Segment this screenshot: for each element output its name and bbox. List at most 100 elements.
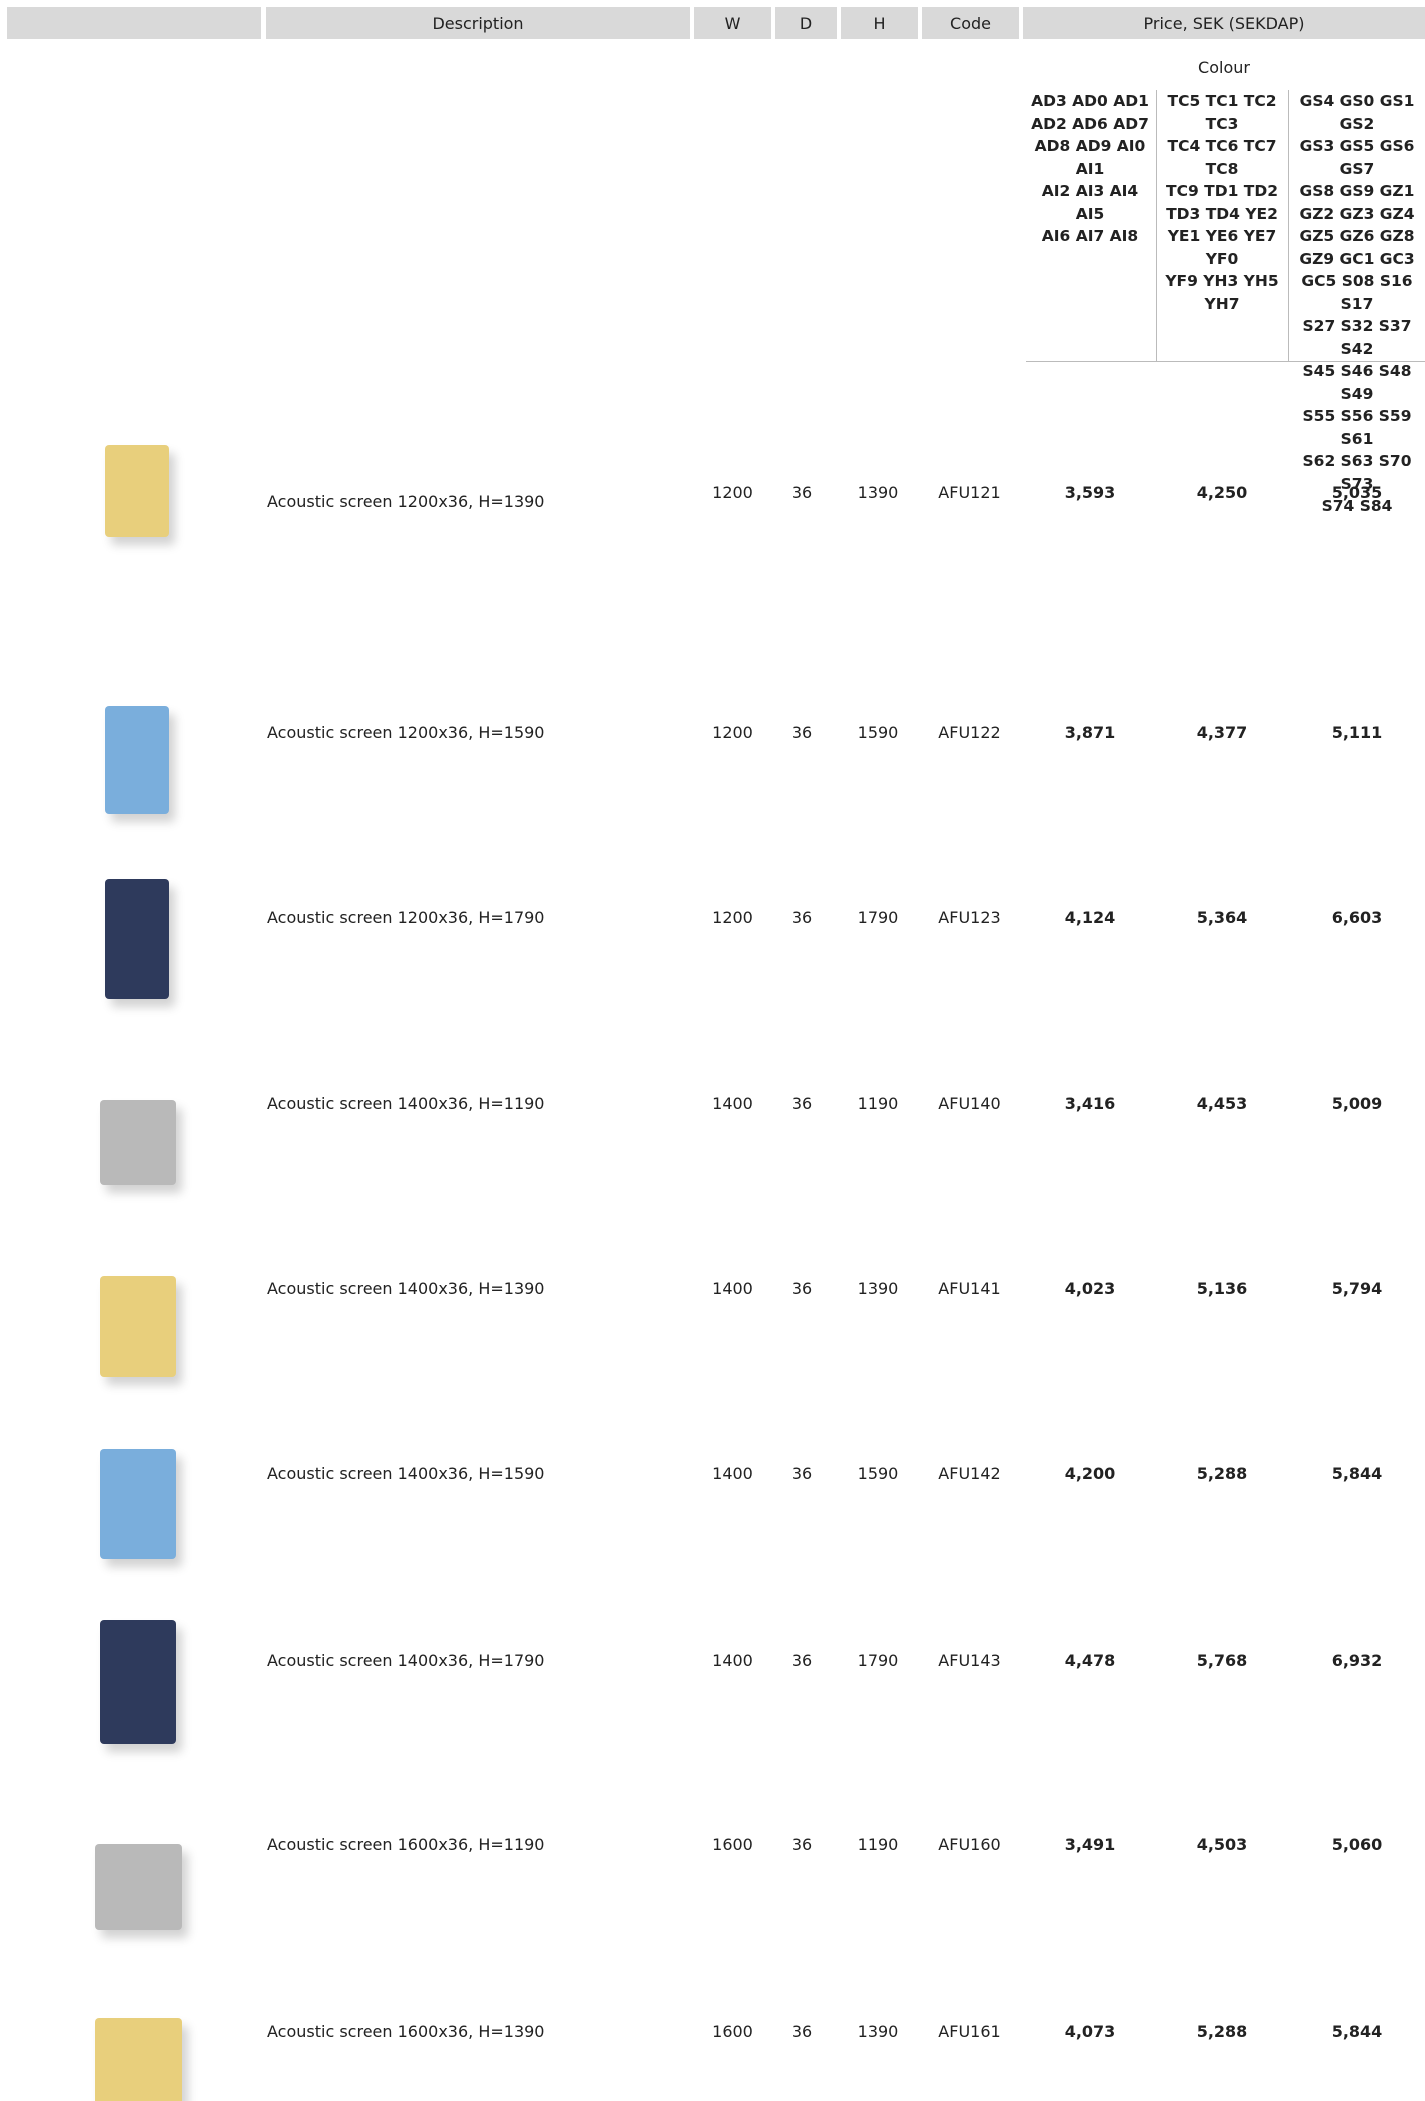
column-divider: [1288, 90, 1289, 362]
description: Acoustic screen 1600x36, H=1190: [267, 1835, 545, 1854]
description: Acoustic screen 1200x36, H=1790: [267, 908, 545, 927]
colour-group: AD3 AD0 AD1 AD2 AD6 AD7 AD8 AD9 AI0 AI1 AI2…: [1026, 90, 1154, 362]
width-value: 1400: [712, 1094, 753, 1113]
height-value: 1590: [857, 723, 899, 742]
colour-code-line: GS3 GS5 GS6 GS7: [1299, 137, 1415, 178]
price: 3,416: [1064, 1094, 1116, 1113]
colour-code-line: GC5 S08 S16 S17: [1301, 272, 1413, 313]
colour-code-line: YE1 YE6 YE7 YF0: [1167, 227, 1277, 268]
price: 3,871: [1064, 723, 1116, 742]
price: 5,111: [1331, 723, 1383, 742]
depth-value: 36: [791, 483, 813, 502]
product-image: [100, 1276, 176, 1377]
width-value: 1400: [712, 1279, 753, 1298]
width-value: 1400: [712, 1651, 753, 1670]
price: 4,073: [1064, 2022, 1116, 2041]
product-code: AFU121: [938, 483, 1001, 502]
height-value: 1390: [857, 2022, 899, 2041]
depth-value: 36: [791, 1651, 813, 1670]
description: Acoustic screen 1200x36, H=1590: [267, 723, 545, 742]
column-divider: [1156, 90, 1157, 362]
column-header: W: [694, 7, 771, 39]
colour-code-line: GZ9 GC1 GC3: [1299, 249, 1415, 268]
width-value: 1600: [712, 1835, 753, 1854]
colour-code-line: GZ2 GZ3 GZ4: [1299, 204, 1415, 223]
price: 5,768: [1196, 1651, 1248, 1670]
product-image: [95, 2018, 182, 2101]
product-image: [100, 1100, 176, 1185]
width-value: 1200: [712, 908, 753, 927]
height-value: 1190: [857, 1094, 899, 1113]
colour-code-line: TC5 TC1 TC2 TC3: [1167, 92, 1277, 133]
price: 5,288: [1196, 1464, 1248, 1483]
price: 6,932: [1331, 1651, 1383, 1670]
price: 5,288: [1196, 2022, 1248, 2041]
colour-code-line: AD3 AD0 AD1: [1031, 92, 1149, 110]
product-image: [100, 1620, 176, 1744]
colour-group: TC5 TC1 TC2 TC3 TC4 TC6 TC7 TC8 TC9 TD1 TD…: [1157, 90, 1287, 362]
price: 4,478: [1064, 1651, 1116, 1670]
height-value: 1590: [857, 1464, 899, 1483]
colour-code-line: GZ5 GZ6 GZ8: [1299, 227, 1415, 245]
column-header: Price, SEK (SEKDAP): [1023, 7, 1425, 39]
depth-value: 36: [791, 1279, 813, 1298]
colour-code-line: S27 S32 S37 S42: [1302, 317, 1412, 358]
price: 4,503: [1196, 1835, 1248, 1854]
price: 4,023: [1064, 1279, 1116, 1298]
colour-code-line: YH7: [1204, 294, 1240, 313]
price: 4,200: [1064, 1464, 1116, 1483]
height-value: 1390: [857, 1279, 899, 1298]
description: Acoustic screen 1400x36, H=1790: [267, 1651, 545, 1670]
product-code: AFU160: [938, 1835, 1001, 1854]
description: Acoustic screen 1400x36, H=1590: [267, 1464, 545, 1483]
colour-code-line: S74 S84: [1321, 497, 1393, 515]
product-image: [100, 1449, 176, 1559]
width-value: 1400: [712, 1464, 753, 1483]
price: 3,593: [1064, 483, 1116, 502]
depth-value: 36: [791, 1464, 813, 1483]
price: 5,844: [1331, 2022, 1383, 2041]
colour-code-line: S55 S56 S59 S61: [1302, 407, 1412, 448]
price: 4,124: [1064, 908, 1116, 927]
depth-value: 36: [791, 1094, 813, 1113]
depth-value: 36: [791, 723, 813, 742]
product-code: AFU140: [938, 1094, 1001, 1113]
column-header: H: [841, 7, 918, 39]
price: 5,794: [1331, 1279, 1383, 1298]
price: 5,009: [1331, 1094, 1383, 1113]
price: 3,491: [1064, 1835, 1116, 1854]
colour-label: Colour: [1198, 58, 1250, 77]
price: 5,035: [1331, 483, 1383, 502]
price: 4,453: [1196, 1094, 1248, 1113]
height-value: 1790: [857, 1651, 899, 1670]
description: Acoustic screen 1400x36, H=1190: [267, 1094, 545, 1113]
colour-code-line: TC4 TC6 TC7 TC8: [1167, 137, 1277, 178]
width-value: 1600: [712, 2022, 753, 2041]
colour-code-line: YF9 YH3 YH5: [1165, 272, 1279, 290]
product-code: AFU141: [938, 1279, 1001, 1298]
colour-code-line: GS4 GS0 GS1 GS2: [1299, 92, 1415, 133]
price: 6,603: [1331, 908, 1383, 927]
column-header: Code: [922, 7, 1019, 39]
colour-code-line: AI2 AI3 AI4 AI5: [1041, 182, 1139, 223]
product-image: [95, 1844, 182, 1930]
colour-code-line: TC9 TD1 TD2: [1166, 182, 1278, 200]
product-image: [105, 445, 169, 537]
colour-code-line: AD2 AD6 AD7: [1031, 114, 1149, 133]
product-code: AFU122: [938, 723, 1001, 742]
column-header: Description: [266, 7, 690, 39]
price: 5,844: [1331, 1464, 1383, 1483]
product-code: AFU142: [938, 1464, 1001, 1483]
product-code: AFU161: [938, 2022, 1001, 2041]
colour-code-line: AD8 AD9 AI0 AI1: [1034, 137, 1146, 178]
colour-code-line: GS8 GS9 GZ1: [1299, 182, 1415, 200]
height-value: 1190: [857, 1835, 899, 1854]
depth-value: 36: [791, 1835, 813, 1854]
height-value: 1790: [857, 908, 899, 927]
header-blank: [7, 7, 261, 39]
price: 4,377: [1196, 723, 1248, 742]
description: Acoustic screen 1200x36, H=1390: [267, 492, 545, 511]
price: 5,364: [1196, 908, 1248, 927]
colour-group: GS4 GS0 GS1 GS2 GS3 GS5 GS6 GS7 GS8 GS9 GZ…: [1289, 90, 1425, 515]
height-value: 1390: [857, 483, 899, 502]
